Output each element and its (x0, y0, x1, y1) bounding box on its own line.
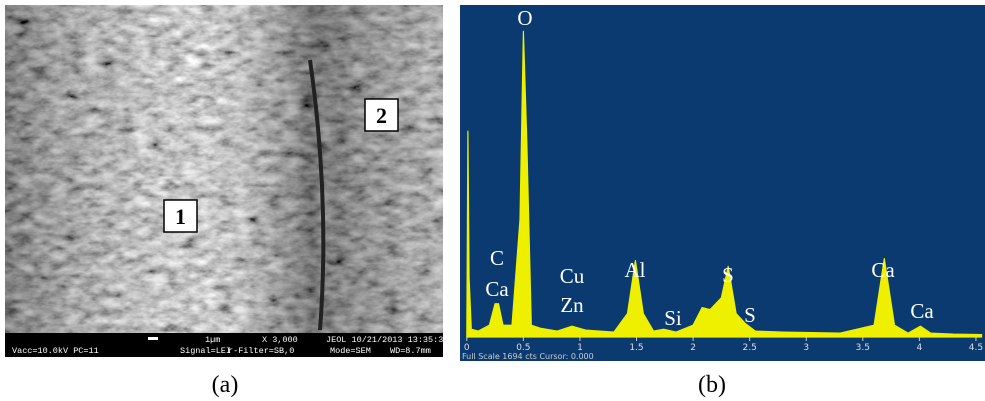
peak-label: Ca (871, 258, 895, 282)
info-text: X 3,000 (262, 335, 298, 345)
x-tick-label: 1 (577, 343, 583, 353)
peak-label: Ca (485, 277, 509, 301)
x-tick-label: 2 (690, 343, 696, 353)
peak-label: O (517, 6, 532, 30)
x-tick-label: 3 (803, 343, 809, 353)
sem-shading (5, 5, 443, 333)
x-tick-label: 4 (917, 343, 923, 353)
peak-label: Si (664, 306, 682, 330)
info-text: WD=8.7mm (390, 346, 431, 356)
peak-label: Al (625, 258, 646, 282)
x-tick-label: 0 (464, 343, 470, 353)
peak-label: S (722, 263, 734, 287)
info-text: Signal=LEI (180, 346, 231, 356)
caption: (a) (212, 372, 239, 398)
x-tick-label: 3.5 (856, 343, 870, 353)
peak-label: C (490, 246, 504, 270)
info-text: r-Filter=SB,0 (228, 346, 294, 356)
x-tick-label: 0.5 (516, 343, 530, 353)
info-text: Vacc=10.0kV PC=11 (12, 346, 99, 356)
info-text: 1µm (205, 335, 220, 345)
peak-label: Zn (560, 293, 584, 317)
region-label: 2 (376, 103, 387, 128)
figure: (a) (b) Full Scale 1694 cts Cursor: 0.00… (0, 0, 985, 401)
x-tick-label: 4.5 (969, 343, 983, 353)
sem-image (5, 5, 443, 357)
region-label: 1 (175, 204, 186, 229)
peak-label: Ca (910, 299, 934, 323)
x-tick-label: 1.5 (629, 343, 643, 353)
scale-bar (148, 337, 158, 340)
footer: Full Scale 1694 cts Cursor: 0.000 (462, 352, 594, 361)
caption: (b) (698, 372, 726, 398)
peak-label: S (744, 303, 756, 327)
x-tick-label: 2.5 (742, 343, 756, 353)
peak-label: Cu (560, 264, 585, 288)
info-text: JEOL 10/21/2013 13:35:35 (326, 335, 448, 345)
info-text: Mode=SEM (330, 346, 371, 356)
